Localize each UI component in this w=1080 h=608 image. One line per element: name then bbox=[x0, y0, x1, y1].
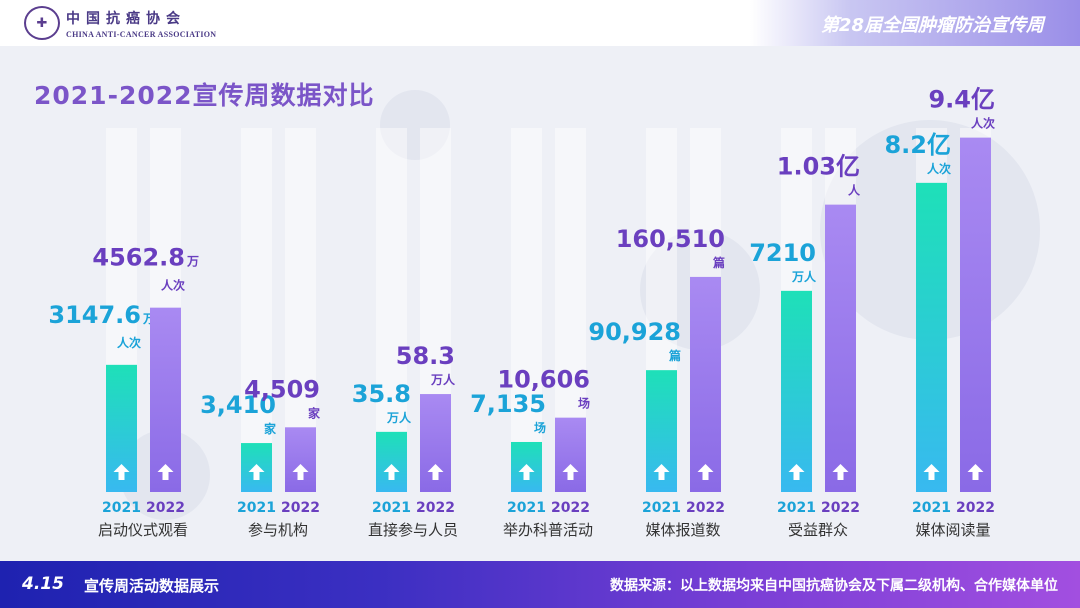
year-label: 2022 bbox=[956, 500, 995, 516]
bar-2022 bbox=[690, 276, 721, 492]
category-label: 启动仪式观看 bbox=[98, 521, 188, 539]
value-label: 8.2亿 bbox=[884, 131, 951, 159]
subunit-label: 人次 bbox=[161, 278, 185, 293]
year-label: 2021 bbox=[507, 500, 546, 516]
footer-caption: 宣传周活动数据展示 bbox=[84, 577, 220, 595]
bar-2021 bbox=[376, 431, 407, 492]
bar-2022 bbox=[825, 204, 856, 492]
up-arrow-icon bbox=[697, 464, 714, 480]
category-label: 受益群众 bbox=[788, 521, 848, 539]
value-label: 1.03亿 bbox=[777, 153, 860, 181]
bar-2022 bbox=[555, 417, 586, 492]
association-logo: ✚ 中国抗癌协会 CHINA ANTI-CANCER ASSOCIATION bbox=[24, 6, 216, 40]
bar-2022 bbox=[150, 307, 181, 492]
up-arrow-icon bbox=[113, 464, 130, 480]
category-label: 举办科普活动 bbox=[503, 521, 593, 539]
value-label: 35.8 bbox=[352, 380, 411, 408]
unit-label: 人次 bbox=[927, 161, 951, 176]
value-label: 160,510 bbox=[616, 225, 725, 253]
header: ✚ 中国抗癌协会 CHINA ANTI-CANCER ASSOCIATION 第… bbox=[0, 0, 1080, 46]
year-label: 2021 bbox=[237, 500, 276, 516]
up-arrow-icon bbox=[157, 464, 174, 480]
value-label: 90,928 bbox=[588, 318, 681, 346]
unit-label: 家 bbox=[308, 405, 321, 420]
up-arrow-icon bbox=[923, 464, 940, 480]
bar-2021 bbox=[781, 290, 812, 492]
bar-track bbox=[241, 128, 272, 492]
year-label: 2021 bbox=[102, 500, 141, 516]
bar-2021 bbox=[916, 182, 947, 493]
value-label: 10,606 bbox=[497, 366, 590, 394]
category-label: 直接参与人员 bbox=[368, 521, 458, 539]
category-label: 参与机构 bbox=[248, 521, 308, 539]
unit-label: 万 bbox=[186, 255, 199, 269]
logo-chinese-name: 中国抗癌协会 bbox=[66, 10, 186, 27]
up-arrow-icon bbox=[653, 464, 670, 480]
category-label: 媒体报道数 bbox=[645, 521, 720, 539]
year-label: 2021 bbox=[372, 500, 411, 516]
unit-label: 家 bbox=[264, 421, 277, 436]
unit-label: 万人 bbox=[791, 269, 817, 284]
bar-track bbox=[511, 128, 542, 492]
week-logo-icon: 4.15 bbox=[22, 574, 64, 594]
year-label: 2021 bbox=[777, 500, 816, 516]
header-band bbox=[750, 0, 1080, 46]
bar-track bbox=[376, 128, 407, 492]
year-label: 2022 bbox=[281, 500, 320, 516]
up-arrow-icon bbox=[562, 464, 579, 480]
up-arrow-icon bbox=[518, 464, 535, 480]
bar-2022 bbox=[960, 137, 991, 492]
association-emblem-icon: ✚ bbox=[24, 6, 60, 40]
year-label: 2022 bbox=[686, 500, 725, 516]
value-label: 3,410 bbox=[200, 391, 276, 419]
value-label: 4,509 bbox=[244, 375, 320, 403]
value-label: 3147.6 bbox=[48, 301, 141, 329]
unit-label: 万人 bbox=[430, 372, 456, 387]
year-label: 2022 bbox=[821, 500, 860, 516]
bar-2022 bbox=[285, 427, 316, 492]
value-label: 7,135 bbox=[470, 390, 546, 418]
footer: 4.15 宣传周活动数据展示 数据来源：以上数据均来自中国抗癌协会及下属二级机构… bbox=[0, 561, 1080, 608]
year-label: 2022 bbox=[146, 500, 185, 516]
up-arrow-icon bbox=[383, 464, 400, 480]
year-label: 2021 bbox=[642, 500, 681, 516]
footer-data-source: 数据来源：以上数据均来自中国抗癌协会及下属二级机构、合作媒体单位 bbox=[610, 578, 1058, 594]
up-arrow-icon bbox=[967, 464, 984, 480]
year-label: 2021 bbox=[912, 500, 951, 516]
up-arrow-icon bbox=[427, 464, 444, 480]
logo-english-name: CHINA ANTI-CANCER ASSOCIATION bbox=[66, 29, 217, 39]
unit-label: 场 bbox=[578, 397, 590, 411]
unit-label: 场 bbox=[534, 421, 546, 435]
up-arrow-icon bbox=[788, 464, 805, 480]
category-label: 媒体阅读量 bbox=[915, 521, 990, 539]
up-arrow-icon bbox=[292, 464, 309, 480]
value-label: 9.4亿 bbox=[928, 86, 995, 114]
value-label: 58.3 bbox=[396, 342, 455, 370]
subunit-label: 人次 bbox=[117, 335, 141, 350]
event-title: 第28届全国肿瘤防治宣传周 bbox=[820, 15, 1044, 36]
unit-label: 篇 bbox=[669, 348, 681, 363]
unit-label: 人次 bbox=[971, 116, 995, 131]
year-label: 2022 bbox=[416, 500, 455, 516]
up-arrow-icon bbox=[832, 464, 849, 480]
year-label: 2022 bbox=[551, 500, 590, 516]
value-label: 7210 bbox=[749, 239, 816, 267]
unit-label: 万人 bbox=[386, 410, 412, 425]
unit-label: 人 bbox=[848, 183, 861, 198]
unit-label: 篇 bbox=[713, 255, 725, 270]
value-label: 4562.8 bbox=[92, 244, 185, 272]
page-title: 2021-2022宣传周数据对比 bbox=[34, 81, 375, 110]
up-arrow-icon bbox=[248, 464, 265, 480]
